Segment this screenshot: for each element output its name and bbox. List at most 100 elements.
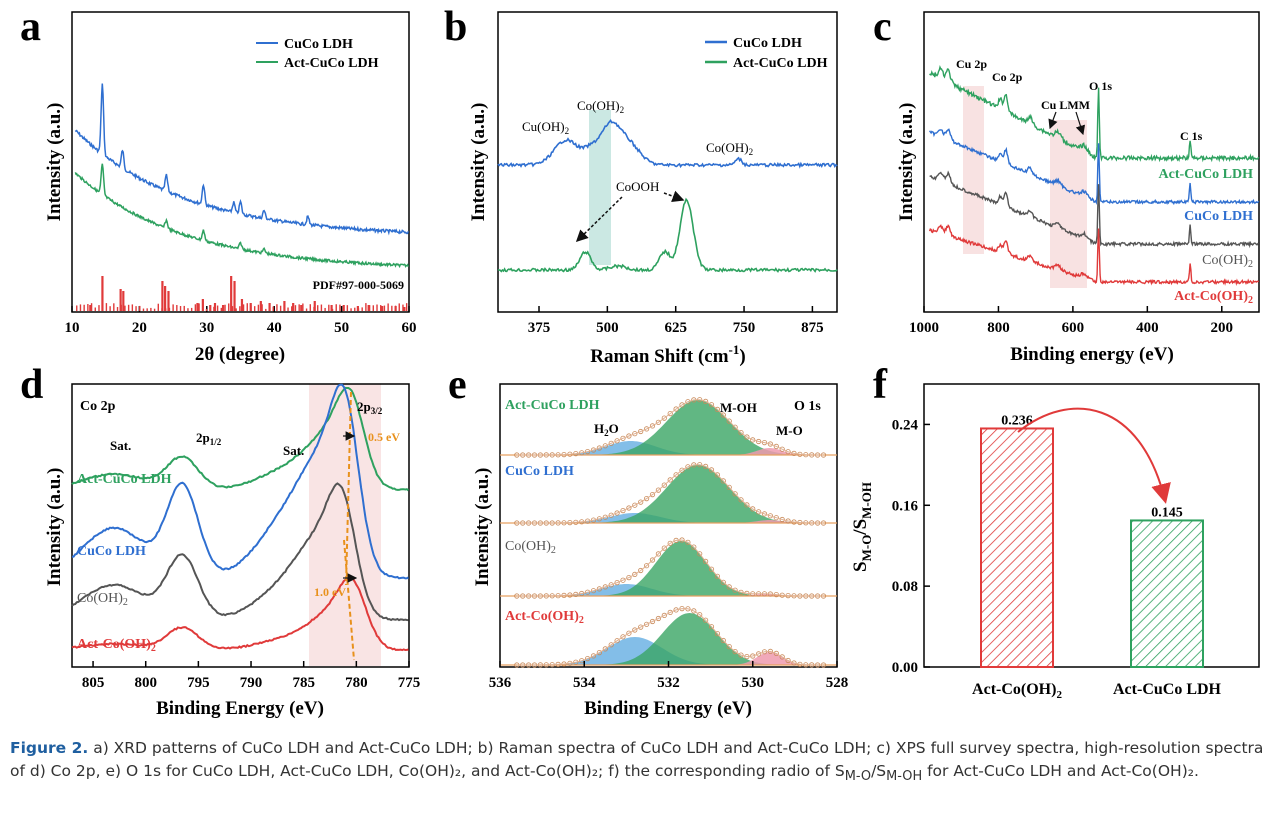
decrease-arrow — [1017, 407, 1171, 504]
panel-e-ylabel: Intensity (a.u.) — [472, 468, 493, 587]
pdf-ref-bar — [90, 303, 93, 311]
f-ytick-label: 0.00 — [892, 660, 918, 676]
peak-o1s: O 1s — [1089, 79, 1112, 93]
raw-data-point — [649, 423, 656, 429]
raw-data-point — [773, 443, 779, 449]
panel-letter-e: e — [448, 362, 467, 408]
d-tick-label: 790 — [240, 675, 263, 691]
pdf-ref-bar — [391, 305, 393, 311]
panel-e-xlabel: Binding Energy (eV) — [584, 698, 752, 719]
e-tick-label: 534 — [573, 675, 596, 691]
d-tick-label: 800 — [134, 675, 157, 691]
f-ytick-label: 0.24 — [892, 417, 919, 433]
e-tick-label: 528 — [826, 675, 849, 691]
panel-b: b 375 500 625 750 875 Raman Shift (cm-1) Int… — [444, 4, 838, 367]
raw-data-point — [643, 563, 650, 569]
pdf-ref-bar — [172, 304, 174, 311]
pdf-ref-bar — [235, 308, 237, 311]
raw-data-point — [685, 399, 691, 405]
raw-data-point — [638, 499, 644, 505]
ref-label: PDF#97-000-5069 — [313, 278, 404, 292]
co2p32-highlight — [309, 384, 381, 666]
d-tick-label: 780 — [345, 675, 368, 691]
raw-data-point — [620, 435, 626, 441]
pdf-ref-bar — [221, 305, 225, 311]
raw-data-point — [679, 402, 685, 408]
pdf-ref-bar — [292, 303, 295, 311]
raw-data-point — [632, 502, 638, 508]
pdf-ref-bar — [230, 276, 233, 311]
d-tick-label: 775 — [398, 675, 421, 691]
bar-value-label: 0.236 — [1001, 413, 1033, 428]
raw-data-point — [714, 573, 721, 579]
pdf-ref-bar — [157, 303, 159, 311]
pdf-ref-bar — [328, 304, 330, 311]
raw-data-point — [702, 558, 709, 565]
raw-data-point — [655, 551, 662, 557]
d-tick-label: 785 — [292, 675, 315, 691]
pdf-ref-bar — [124, 305, 126, 311]
xps-line-cuco — [929, 128, 1260, 206]
pdf-ref-bar — [240, 299, 244, 311]
b-tick-label: 500 — [596, 320, 619, 336]
raw-data-point — [608, 440, 614, 446]
legend-label-b-act: Act-CuCo LDH — [733, 56, 828, 71]
pdf-ref-bar — [239, 306, 241, 311]
moh-component — [500, 465, 837, 523]
pdf-ref-bar — [153, 308, 156, 311]
pdf-ref-bar — [261, 304, 263, 311]
raw-data-point — [649, 557, 656, 563]
panel-letter-d: d — [20, 362, 43, 408]
pdf-ref-bar — [298, 304, 300, 311]
raw-data-point — [779, 446, 785, 452]
pdf-ref-bar — [257, 304, 260, 311]
raw-data-point — [626, 630, 632, 636]
panel-c: c 1000 800 600 400 200 Binding energy (eV) I… — [873, 4, 1260, 365]
pdf-ref-bar — [127, 304, 130, 311]
co2p-line-act-cuco — [71, 386, 410, 492]
panel-f-bars: 0.236 Act-Co(OH)2 0.145 Act-CuCo LDH — [972, 413, 1222, 701]
annotation-cooh: CoOOH — [616, 179, 659, 194]
bar-category-label: Act-CuCo LDH — [1113, 681, 1222, 698]
panel-letter-c: c — [873, 4, 892, 50]
raw-data-point — [720, 478, 726, 484]
e-tick-label: 532 — [657, 675, 680, 691]
pdf-ref-bar — [194, 304, 197, 311]
caption-label: Figure 2. — [10, 739, 89, 757]
label-c-act-cuco: Act-CuCo LDH — [1159, 167, 1254, 182]
pdf-ref-bar — [101, 307, 104, 311]
pdf-ref-bar — [87, 304, 89, 311]
peak-c1s: C 1s — [1180, 129, 1203, 143]
raw-data-point — [667, 609, 673, 616]
pdf-ref-bar — [405, 303, 408, 311]
pdf-ref-bar — [101, 276, 104, 311]
raw-data-point — [744, 502, 750, 508]
o1s-spectra — [500, 397, 837, 668]
raw-data-point — [626, 433, 632, 439]
raw-data-point — [708, 402, 715, 408]
panel-e: e 536 534 532 530 528 Binding Energy (eV) In… — [448, 362, 848, 719]
raw-data-point — [596, 445, 603, 451]
raw-data-point — [620, 577, 626, 583]
pdf-ref-bar — [287, 307, 289, 311]
raw-data-point — [744, 434, 750, 440]
raw-data-point — [773, 650, 779, 657]
pdf-ref-bar — [246, 303, 248, 311]
pdf-ref-bar — [209, 306, 211, 311]
e-mo: M-O — [776, 423, 803, 438]
e-tick-label: 530 — [742, 675, 765, 691]
pdf-ref-bar — [83, 304, 85, 311]
raw-data-point — [614, 510, 620, 516]
pdf-ref-bar — [339, 304, 341, 311]
d-2p32: 2p3/2 — [357, 399, 383, 416]
raw-data-point — [720, 637, 726, 644]
legend-label-b-cuco: CuCo LDH — [733, 36, 802, 51]
raw-data-point — [732, 424, 738, 430]
raw-data-point — [767, 441, 774, 447]
raw-data-point — [685, 464, 691, 470]
pdf-ref-bar — [291, 306, 293, 311]
moh-component — [500, 541, 837, 596]
arrow-cooh-left — [575, 196, 623, 243]
raw-data-point — [632, 627, 638, 633]
a-tick-label: 20 — [132, 320, 147, 336]
